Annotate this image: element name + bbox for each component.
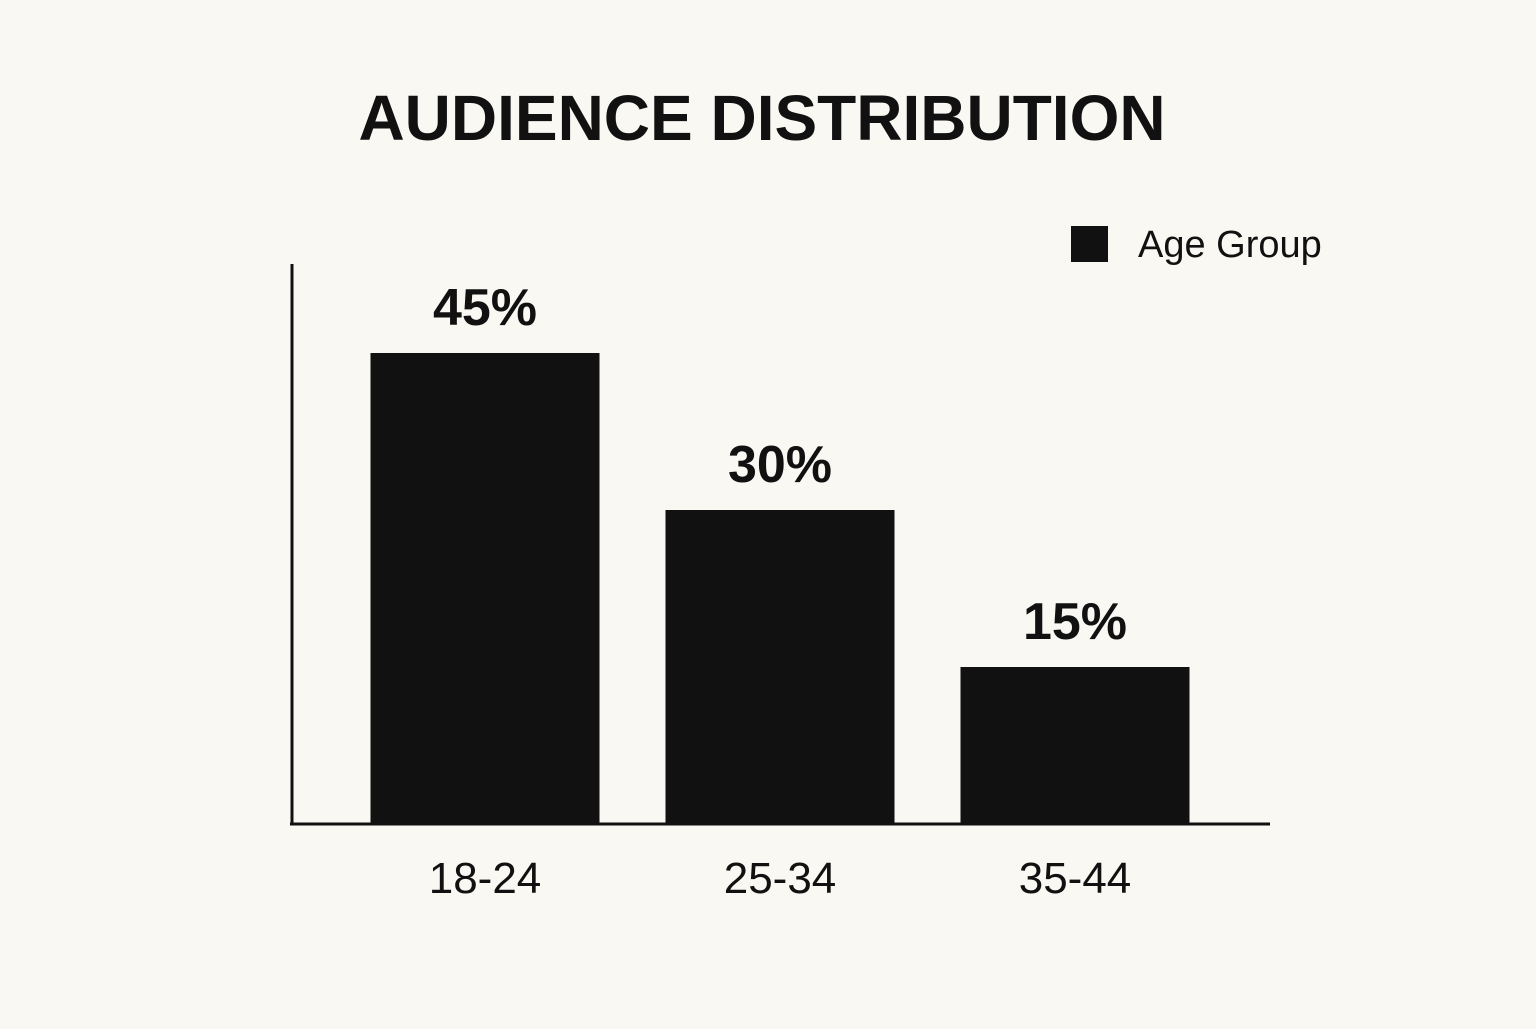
legend-label: Age Group	[1138, 224, 1322, 266]
bars: 45% 18-24 30% 25-34 15% 35-44	[370, 279, 1190, 903]
legend-swatch	[1071, 226, 1108, 262]
x-tick-label-18-24: 18-24	[429, 854, 542, 903]
legend: Age Group	[1071, 224, 1322, 266]
chart-title: AUDIENCE DISTRIBUTION	[358, 82, 1165, 154]
bar-25-34	[665, 510, 895, 824]
x-tick-label-35-44: 35-44	[1019, 854, 1132, 903]
data-label-25-34: 30%	[728, 436, 832, 494]
data-label-18-24: 45%	[433, 279, 537, 337]
bar-18-24	[370, 353, 600, 824]
x-tick-label-25-34: 25-34	[724, 854, 837, 903]
data-label-35-44: 15%	[1023, 593, 1127, 651]
bar-35-44	[960, 667, 1190, 824]
